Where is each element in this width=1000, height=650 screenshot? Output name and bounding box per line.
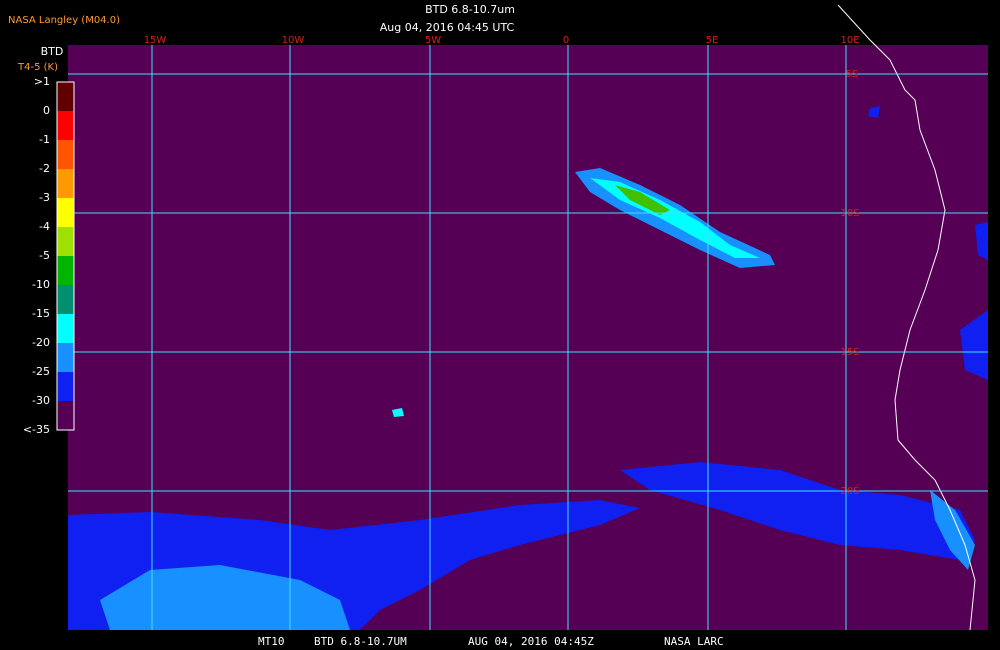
timestamp: Aug 04, 2016 04:45 UTC (380, 21, 515, 34)
longitude-label: 5E (706, 35, 719, 46)
footer-item: MT10 (258, 635, 285, 648)
longitude-label: 0 (563, 35, 569, 46)
title: BTD 6.8-10.7um (425, 3, 515, 16)
colorbar-label: -20 (32, 336, 50, 349)
longitude-label: 15W (144, 35, 167, 46)
colorbar-label: -25 (32, 365, 50, 378)
cloud-field (68, 106, 988, 630)
colorbar-label: -4 (39, 220, 50, 233)
longitude-label: 5W (425, 35, 441, 46)
color-swatch (57, 372, 74, 401)
color-swatch (57, 82, 74, 111)
colorbar-label: -10 (32, 278, 50, 291)
colorbar-label: >1 (34, 75, 50, 88)
color-swatch (57, 140, 74, 169)
color-swatch (57, 227, 74, 256)
footer-item: AUG 04, 2016 04:45Z (468, 635, 594, 648)
colorbar-unit: T4-5 (K) (17, 62, 58, 73)
color-swatch (57, 198, 74, 227)
graticule (68, 45, 988, 630)
longitude-label: 10W (282, 35, 305, 46)
longitude-label: 10E (840, 35, 859, 46)
colorbar-label: -30 (32, 394, 50, 407)
latitude-label: 20S (840, 486, 859, 497)
latitude-label: 5S (846, 69, 859, 80)
latitude-label: 10S (840, 208, 859, 219)
colorbar (56, 81, 75, 431)
coastline (837, 4, 976, 631)
source-label: NASA Langley (M04.0) (8, 15, 120, 26)
latitude-label: 15S (840, 347, 859, 358)
color-swatch (57, 343, 74, 372)
colorbar-label: -3 (39, 191, 50, 204)
colorbar-labels: >1 0 -1 -2 -3 -4 -5 -10 -15 -20 -25 -30 <-35 (23, 75, 50, 436)
colorbar-title: BTD (41, 45, 64, 58)
colorbar-label: -2 (39, 162, 50, 175)
color-swatch (57, 111, 74, 140)
colorbar-label: 0 (43, 104, 50, 117)
plume (575, 168, 775, 268)
colorbar-label: -5 (39, 249, 50, 262)
color-swatch (57, 314, 74, 343)
color-swatch (57, 401, 74, 430)
footer-item: BTD 6.8-10.7UM (314, 635, 407, 648)
colorbar-label: <-35 (23, 423, 50, 436)
colorbar-frame (56, 81, 75, 431)
colorbar-label: -1 (39, 133, 50, 146)
color-swatch (57, 285, 74, 314)
colorbar-label: -15 (32, 307, 50, 320)
color-swatch (57, 169, 74, 198)
color-swatch (57, 256, 74, 285)
footer-item: NASA LARC (664, 635, 724, 648)
